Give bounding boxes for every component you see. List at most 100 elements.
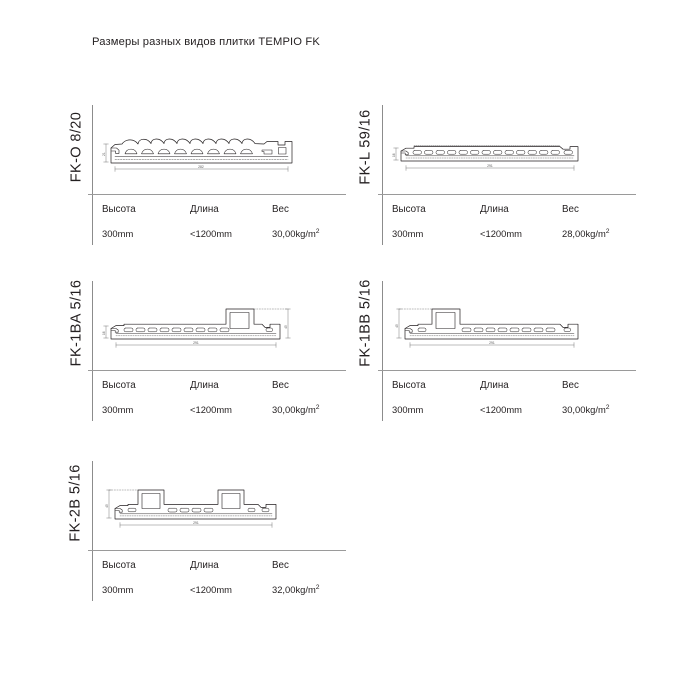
spec-header-height: Высота: [392, 204, 426, 215]
spec-value-weight: 30,00kg/m2: [272, 228, 320, 240]
panel-vertical-rule: [92, 281, 93, 421]
spec-value-height: 300mm: [392, 404, 424, 415]
spec-value-weight: 30,00kg/m2: [562, 404, 610, 416]
spec-value-height: 300mm: [102, 228, 134, 239]
length-dimension: [119, 522, 273, 528]
product-code-text: FK-1BB 5/16: [358, 279, 375, 367]
product-panel: FK-1BA 5/16 16: [62, 276, 352, 426]
spec-value-length: <1200mm: [480, 404, 522, 415]
product-code-label: FK-1BA 5/16: [62, 276, 90, 370]
product-code-label: FK-1BB 5/16: [352, 276, 380, 370]
length-dimension-text: 291: [193, 521, 199, 525]
product-code-text: FK-O 8/20: [68, 111, 84, 183]
thickness-dimension-text: 16: [102, 331, 106, 335]
product-code-label: FK-O 8/20: [62, 100, 90, 194]
spec-value-row: 300mm <1200mm 30,00kg/m2: [102, 228, 352, 239]
spec-value-length: <1200mm: [480, 228, 522, 239]
spec-value-weight: 32,00kg/m2: [272, 584, 320, 596]
spec-value-weight: 28,00kg/m2: [562, 228, 610, 240]
product-panel: FK-2B 5/16 45: [62, 456, 352, 606]
length-dimension: [409, 342, 575, 348]
thickness-dimension-text: 21: [102, 152, 106, 156]
thickness-dimension: [393, 147, 399, 161]
panel-horizontal-rule: [88, 550, 346, 551]
spec-value-length: <1200mm: [190, 228, 232, 239]
length-dimension-text: 291: [193, 341, 199, 345]
spec-header-height: Высота: [102, 380, 136, 391]
product-panel: FK-L 59/16 16: [352, 100, 642, 250]
box-height-dimension-text: 45: [105, 504, 109, 508]
panel-vertical-rule: [382, 105, 383, 245]
spec-header-weight: Вес: [272, 380, 289, 391]
box-height-dimension: [253, 308, 291, 339]
box-height-dimension-text: 45: [395, 324, 399, 328]
profile-drawing: 16: [102, 282, 346, 368]
spec-value-row: 300mm <1200mm 30,00kg/m2: [392, 404, 642, 415]
product-code-label: FK-L 59/16: [352, 100, 380, 194]
box-height-dimension: [396, 308, 433, 339]
spec-header-row: Высота Длина Вес: [102, 560, 352, 571]
panel-horizontal-rule: [378, 194, 636, 195]
panel-vertical-rule: [382, 281, 383, 421]
product-panel: FK-1BB 5/16 45: [352, 276, 642, 426]
spec-header-weight: Вес: [562, 380, 579, 391]
box-cavity: [229, 312, 250, 329]
spec-header-length: Длина: [480, 204, 509, 215]
thickness-dimension: [103, 325, 109, 339]
panel-vertical-rule: [92, 461, 93, 601]
spec-header-row: Высота Длина Вес: [102, 380, 352, 391]
spec-header-height: Высота: [102, 560, 136, 571]
spec-header-weight: Вес: [562, 204, 579, 215]
profile-drawing: 21: [102, 106, 346, 192]
spec-table: Высота Длина Вес 300mm <1200mm 30,00kg/m…: [102, 200, 352, 248]
spec-header-length: Длина: [190, 380, 219, 391]
length-dimension: [114, 166, 289, 172]
cavity-row: [417, 327, 571, 333]
cavity-row: [127, 507, 270, 513]
profile-drawing: 45: [392, 282, 636, 368]
panel-vertical-rule: [92, 105, 93, 245]
length-dimension-text: 291: [489, 341, 495, 345]
product-panel: FK-O 8/20 21: [62, 100, 352, 250]
spec-header-height: Высота: [392, 380, 426, 391]
panel-horizontal-rule: [88, 370, 346, 371]
box-cavity: [221, 493, 241, 509]
product-code-text: FK-1BA 5/16: [68, 279, 84, 367]
spec-header-length: Длина: [190, 204, 219, 215]
cavity-row: [412, 150, 573, 155]
length-dimension-text: 282: [198, 165, 204, 169]
length-dimension-text: 291: [487, 164, 493, 168]
box-cavity: [141, 493, 161, 509]
spec-header-length: Длина: [480, 380, 509, 391]
spec-table: Высота Длина Вес 300mm <1200mm 28,00kg/m…: [392, 200, 642, 248]
box-cavity: [435, 312, 456, 329]
spec-value-height: 300mm: [102, 404, 134, 415]
spec-value-row: 300mm <1200mm 32,00kg/m2: [102, 584, 352, 595]
panel-horizontal-rule: [378, 370, 636, 371]
spec-header-weight: Вес: [272, 204, 289, 215]
spec-header-length: Длина: [190, 560, 219, 571]
spec-value-row: 300mm <1200mm 30,00kg/m2: [102, 404, 352, 415]
spec-value-length: <1200mm: [190, 584, 232, 595]
spec-header-row: Высота Длина Вес: [392, 204, 642, 215]
product-code-text: FK-2B 5/16: [68, 464, 84, 542]
profile-drawing: 45: [102, 462, 346, 548]
thickness-dimension-text: 16: [392, 153, 396, 157]
spec-header-height: Высота: [102, 204, 136, 215]
product-code-text: FK-L 59/16: [358, 109, 375, 185]
length-dimension: [405, 165, 575, 171]
spec-table: Высота Длина Вес 300mm <1200mm 30,00kg/m…: [392, 376, 642, 424]
spec-value-row: 300mm <1200mm 28,00kg/m2: [392, 228, 642, 239]
box-height-dimension: [106, 489, 139, 519]
panel-horizontal-rule: [88, 194, 346, 195]
spec-header-row: Высота Длина Вес: [392, 380, 642, 391]
profile-drawing: 16: [392, 106, 636, 192]
spec-table: Высота Длина Вес 300mm <1200mm 30,00kg/m…: [102, 376, 352, 424]
spec-value-length: <1200mm: [190, 404, 232, 415]
page-title: Размеры разных видов плитки TEMPIO FK: [92, 36, 321, 48]
spec-value-height: 300mm: [392, 228, 424, 239]
product-code-label: FK-2B 5/16: [62, 456, 90, 550]
cavity-row: [123, 327, 273, 333]
spec-value-height: 300mm: [102, 584, 134, 595]
spec-value-weight: 30,00kg/m2: [272, 404, 320, 416]
